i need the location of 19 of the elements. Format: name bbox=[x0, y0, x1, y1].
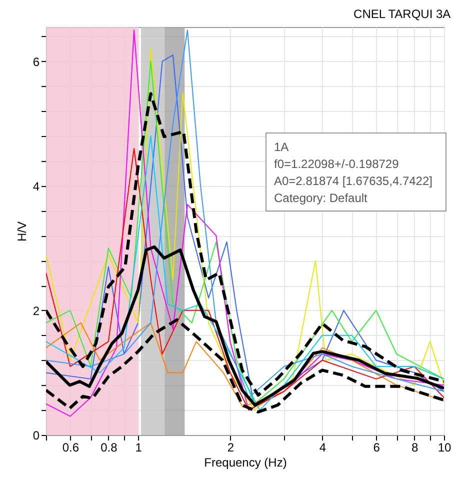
x-tick-label: 10 bbox=[438, 440, 452, 454]
annotation: A0=2.81874 [1.67635,4.7422] bbox=[274, 174, 432, 188]
x-tick-label: 4 bbox=[319, 440, 326, 454]
x-tick-label: 6 bbox=[373, 440, 380, 454]
x-tick-label: 1 bbox=[135, 440, 142, 454]
y-tick-label: 6 bbox=[32, 54, 40, 69]
x-axis-title: Frequency (Hz) bbox=[204, 456, 287, 470]
x-tick-label: 0.8 bbox=[100, 440, 118, 454]
x-tick-label: 2 bbox=[227, 440, 234, 454]
y-tick-label: 2 bbox=[32, 304, 40, 318]
annotation: f0=1.22098+/-0.198729 bbox=[274, 157, 400, 171]
y-tick-label: 4 bbox=[32, 179, 40, 194]
annotation: 1A bbox=[274, 140, 289, 154]
y-tick-label: 0 bbox=[32, 428, 40, 442]
x-tick-label: 0.6 bbox=[62, 440, 80, 454]
x-tick-label: 8 bbox=[412, 440, 419, 454]
annotation: Category: Default bbox=[274, 191, 368, 205]
chart-title: CNEL TARQUI 3A bbox=[354, 7, 451, 21]
y-axis-title: H/V bbox=[14, 221, 29, 242]
